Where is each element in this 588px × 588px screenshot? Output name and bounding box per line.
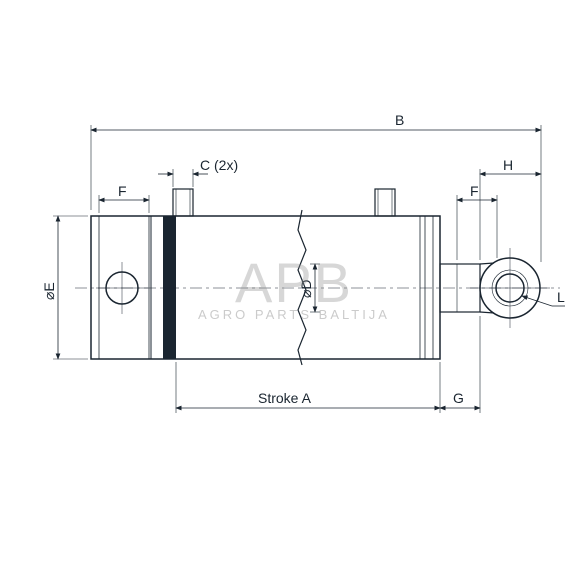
dim-b-label: B — [395, 112, 404, 128]
dim-l-label: L — [557, 289, 565, 305]
seal-band — [163, 216, 176, 359]
dim-g-label: G — [453, 390, 464, 406]
dim-d-label: ⌀D — [298, 279, 314, 298]
dim-c-label: C (2x) — [200, 157, 238, 173]
dim-e-label: ⌀E — [41, 282, 57, 300]
technical-drawing-svg: B C (2x) F F H Stroke A G — [0, 0, 588, 588]
dim-l-leader — [522, 296, 552, 306]
dim-fr-label: F — [470, 183, 479, 199]
dim-h-label: H — [503, 157, 513, 173]
dim-stroke-label: Stroke A — [258, 390, 312, 406]
dim-fl-label: F — [118, 183, 127, 199]
drawing-container: B C (2x) F F H Stroke A G — [0, 0, 588, 588]
cylinder-body — [91, 216, 440, 359]
